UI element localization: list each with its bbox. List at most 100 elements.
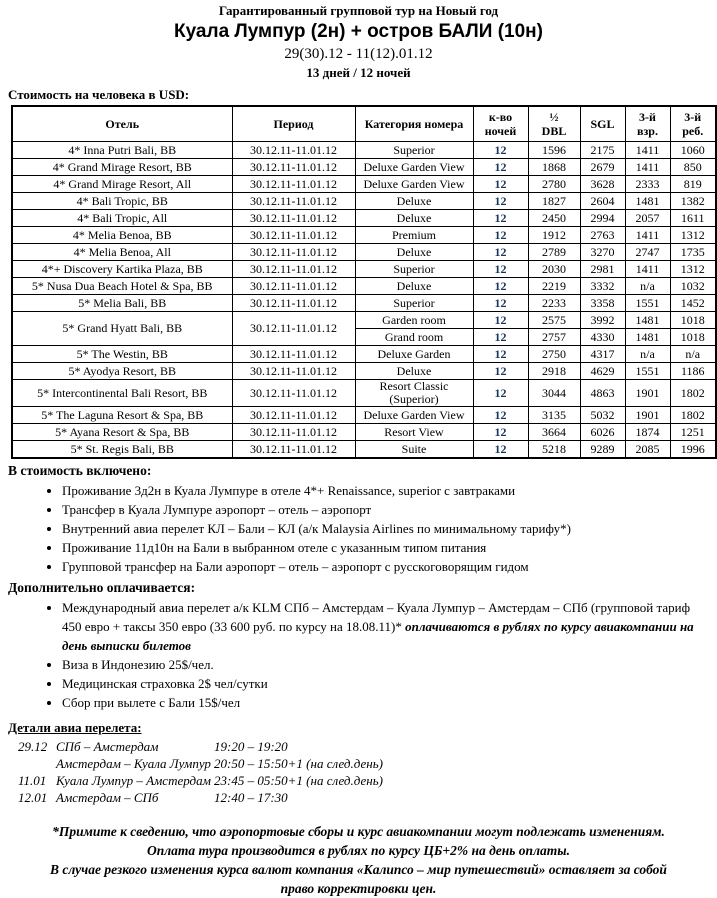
- col-header-child3: 3-й реб.: [669, 105, 717, 142]
- col-header-adult3: 3-й взр.: [624, 105, 671, 142]
- dbl-price-cell: 2757: [527, 328, 581, 346]
- included-list: Проживание 3д2н в Куала Лумпуре в отеле …: [0, 481, 717, 576]
- child3-price-cell: 1018: [669, 311, 717, 329]
- dbl-price-cell: 2219: [527, 277, 581, 295]
- flight-route: Амстердам – СПб: [56, 790, 159, 805]
- hotel-cell: 5* Nusa Dua Beach Hotel & Spa, BB: [11, 277, 233, 295]
- category-cell: Garden room: [354, 311, 474, 329]
- nights-cell: 12: [472, 328, 529, 346]
- col-header-period: Период: [231, 105, 356, 142]
- price-table-row: 5* Nusa Dua Beach Hotel & Spa, BB 30.12.1…: [11, 277, 717, 295]
- price-table-caption: Стоимость на человека в USD:: [8, 87, 190, 102]
- child3-price-cell: 1611: [669, 209, 717, 227]
- adult3-price-cell: 1411: [624, 158, 671, 176]
- hotel-cell: 4* Inna Putri Bali, BB: [11, 141, 233, 159]
- category-cell: Superior: [354, 294, 474, 312]
- sgl-price-cell: 5032: [579, 406, 626, 424]
- sgl-price-cell: 4330: [579, 328, 626, 346]
- child3-price-cell: n/a: [669, 345, 717, 363]
- category-cell: Deluxe: [354, 209, 474, 227]
- flights-table: 29.12 СПб – Амстердам 19:20 – 19:20 Амстерд…: [0, 738, 717, 806]
- hotel-cell: 5* The Westin, BB: [11, 345, 233, 363]
- flight-time: 19:20 – 19:20: [214, 739, 288, 754]
- child3-price-cell: 1735: [669, 243, 717, 261]
- flight-route: СПб – Амстердам: [56, 739, 159, 754]
- tour-duration: 13 дней / 12 ночей: [306, 65, 411, 80]
- extra-item-text: Виза в Индонезию 25$/чел.: [62, 657, 214, 672]
- category-cell: Superior: [354, 141, 474, 159]
- footer-line: В случае резкого изменения курса валют к…: [50, 862, 667, 877]
- adult3-price-cell: 1901: [624, 406, 671, 424]
- dbl-price-cell: 1912: [527, 226, 581, 244]
- page-title: Куала Лумпур (2н) + остров БАЛИ (10н): [174, 21, 543, 42]
- adult3-price-cell: 1481: [624, 328, 671, 346]
- nights-cell: 12: [472, 141, 529, 159]
- category-cell: Superior: [354, 260, 474, 278]
- sgl-price-cell: 4629: [579, 362, 626, 380]
- adult3-price-cell: 1411: [624, 226, 671, 244]
- flight-date: 29.12: [18, 739, 48, 754]
- extra-section-title: Дополнительно оплачивается:: [8, 580, 196, 595]
- period-cell: 30.12.11-11.01.12: [231, 158, 356, 176]
- period-cell: 30.12.11-11.01.12: [231, 277, 356, 295]
- hotel-cell: 5* St. Regis Bali, BB: [11, 440, 233, 459]
- adult3-price-cell: 1551: [624, 362, 671, 380]
- child3-price-cell: 1312: [669, 226, 717, 244]
- price-table-row: 4* Melia Benoa, All 30.12.11-11.01.12 Delu…: [11, 243, 717, 261]
- child3-price-cell: 1996: [669, 440, 717, 459]
- category-cell: Deluxe Garden View: [354, 406, 474, 424]
- extra-item-text: Медицинская страховка 2$ чел/сутки: [62, 676, 268, 691]
- dbl-price-cell: 2575: [527, 311, 581, 329]
- sgl-price-cell: 2763: [579, 226, 626, 244]
- nights-cell: 12: [472, 192, 529, 210]
- child3-price-cell: 1060: [669, 141, 717, 159]
- adult3-price-cell: n/a: [624, 345, 671, 363]
- child3-price-cell: 1312: [669, 260, 717, 278]
- category-cell: Grand room: [354, 328, 474, 346]
- hotel-cell: 4* Melia Benoa, All: [11, 243, 233, 261]
- adult3-price-cell: 2747: [624, 243, 671, 261]
- dbl-price-cell: 3044: [527, 379, 581, 407]
- tour-dates: 29(30).12 - 11(12).01.12: [284, 46, 433, 62]
- period-cell: 30.12.11-11.01.12: [231, 260, 356, 278]
- dbl-price-cell: 2789: [527, 243, 581, 261]
- included-item: Проживание 3д2н в Куала Лумпуре в отеле …: [62, 481, 717, 500]
- adult3-price-cell: 2085: [624, 440, 671, 459]
- price-table-row: 5* St. Regis Bali, BB 30.12.11-11.01.12 Su…: [11, 440, 717, 459]
- sgl-price-cell: 3992: [579, 311, 626, 329]
- nights-cell: 12: [472, 294, 529, 312]
- dbl-price-cell: 2233: [527, 294, 581, 312]
- nights-cell: 12: [472, 440, 529, 459]
- flight-time: 20:50 – 15:50+1 (на след.день): [214, 756, 383, 771]
- dbl-price-cell: 2780: [527, 175, 581, 193]
- child3-price-cell: 850: [669, 158, 717, 176]
- price-table-row: 4* Bali Tropic, BB 30.12.11-11.01.12 Delux…: [11, 192, 717, 210]
- sgl-price-cell: 2679: [579, 158, 626, 176]
- footer-notes: *Примите к сведению, что аэропортовые сб…: [0, 822, 717, 898]
- col-header-dbl: ½ DBL: [527, 105, 581, 142]
- child3-price-cell: 1186: [669, 362, 717, 380]
- price-table-row: 5* The Westin, BB 30.12.11-11.01.12 Deluxe…: [11, 345, 717, 363]
- period-cell: 30.12.11-11.01.12: [231, 311, 356, 346]
- dbl-price-cell: 2750: [527, 345, 581, 363]
- nights-cell: 12: [472, 209, 529, 227]
- col-header-hotel: Отель: [11, 105, 233, 142]
- adult3-price-cell: 1411: [624, 260, 671, 278]
- dbl-price-cell: 3664: [527, 423, 581, 441]
- price-table-row: Grand room 12 2757 4330 1481 1018: [12, 328, 717, 346]
- nights-cell: 12: [472, 277, 529, 295]
- category-cell: Suite: [354, 440, 474, 459]
- period-cell: 30.12.11-11.01.12: [231, 226, 356, 244]
- adult3-price-cell: 2057: [624, 209, 671, 227]
- price-table-row: 5* Ayodya Resort, BB 30.12.11-11.01.12 Del…: [11, 362, 717, 380]
- included-item: Групповой трансфер на Бали аэропорт – от…: [62, 557, 717, 576]
- hotel-cell: 4* Bali Tropic, BB: [11, 192, 233, 210]
- child3-price-cell: 1251: [669, 423, 717, 441]
- nights-cell: 12: [472, 345, 529, 363]
- nights-cell: 12: [472, 260, 529, 278]
- adult3-price-cell: 1481: [624, 311, 671, 329]
- adult3-price-cell: 1411: [624, 141, 671, 159]
- footer-line: Оплата тура производится в рублях по кур…: [146, 843, 570, 858]
- flights-section-title: Детали авиа перелета:: [8, 720, 142, 735]
- included-item: Трансфер в Куала Лумпуре аэропорт – отел…: [62, 500, 717, 519]
